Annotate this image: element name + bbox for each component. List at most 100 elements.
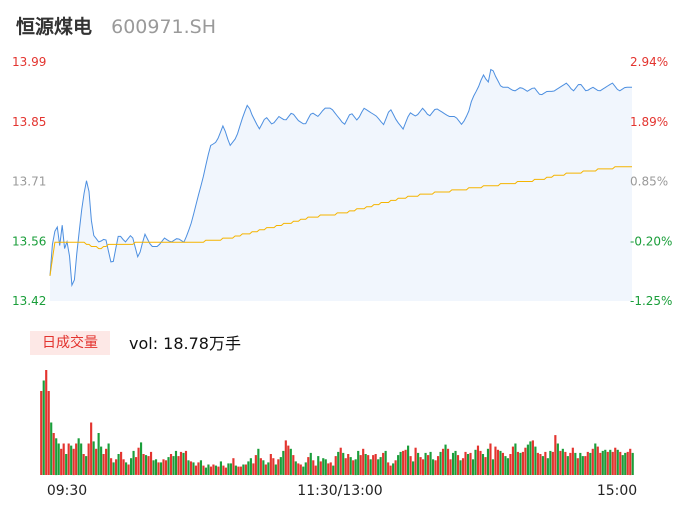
- volume-bar: [364, 454, 367, 475]
- volume-bar: [239, 466, 242, 475]
- volume-bar: [52, 433, 55, 475]
- volume-bar: [327, 463, 330, 475]
- volume-bar: [606, 451, 609, 475]
- volume-bar: [372, 455, 375, 475]
- volume-bar: [541, 456, 544, 475]
- time-tick-label: 11:30/13:00: [297, 483, 382, 499]
- volume-bar: [50, 422, 53, 475]
- volume-bar: [491, 459, 495, 476]
- volume-bar: [521, 451, 524, 475]
- volume-bar: [67, 443, 70, 475]
- time-tick-label: 15:00: [597, 483, 637, 499]
- volume-bar: [494, 446, 497, 475]
- volume-bar: [47, 391, 50, 475]
- volume-bar: [232, 458, 235, 475]
- price-tick-label: 13.56: [12, 234, 46, 248]
- volume-bar: [429, 451, 432, 475]
- volume-bar: [519, 452, 522, 475]
- price-tick-label: 13.42: [12, 294, 46, 308]
- volume-bar: [419, 457, 422, 475]
- volume-bar: [422, 459, 425, 476]
- volume-bar: [269, 454, 272, 475]
- volume-bar: [70, 445, 73, 475]
- volume-bar: [384, 450, 387, 475]
- volume-bar: [431, 459, 435, 476]
- volume-bar: [45, 370, 48, 475]
- volume-bar: [544, 451, 547, 475]
- volume-bar: [619, 451, 622, 475]
- volume-tab[interactable]: 日成交量: [30, 331, 110, 355]
- volume-bar: [174, 450, 178, 475]
- volume-bar: [451, 452, 455, 475]
- volume-bar: [534, 446, 537, 475]
- stock-code: 600971.SH: [111, 16, 217, 38]
- volume-bar: [569, 452, 572, 475]
- volume-bar: [347, 454, 350, 475]
- volume-bar: [397, 455, 400, 475]
- volume-bar: [471, 459, 475, 476]
- volume-bar: [299, 464, 302, 475]
- volume-bar: [556, 443, 559, 475]
- volume-bar: [571, 447, 574, 475]
- volume-bar: [489, 443, 492, 475]
- volume-bar: [412, 461, 415, 476]
- volume-bar: [252, 463, 255, 475]
- volume-bar: [382, 452, 385, 475]
- volume-bar: [242, 464, 245, 475]
- volume-bar: [297, 463, 300, 475]
- volume-bar: [152, 460, 155, 475]
- percent-tick-label: -1.25%: [630, 294, 672, 308]
- volume-bars: [40, 370, 634, 476]
- volume-bar: [277, 459, 280, 476]
- volume-bar: [629, 448, 632, 476]
- volume-bar: [554, 435, 557, 475]
- volume-bar: [387, 462, 390, 475]
- volume-bar: [272, 458, 275, 475]
- price-panel: [49, 68, 632, 301]
- volume-bar: [127, 464, 130, 475]
- volume-bar: [402, 450, 405, 475]
- volume-bar: [314, 465, 317, 475]
- volume-bar: [134, 457, 138, 475]
- volume-bar: [302, 466, 305, 475]
- volume-bar: [581, 456, 584, 475]
- volume-bar: [469, 452, 472, 475]
- volume-bar: [352, 460, 355, 475]
- price-tick-label: 13.85: [12, 115, 46, 129]
- volume-bar: [164, 460, 168, 475]
- volume-bar: [466, 454, 470, 475]
- average-price-line: [49, 166, 632, 276]
- volume-bar: [122, 459, 125, 476]
- volume-bar: [177, 456, 180, 475]
- volume-bar: [604, 449, 607, 475]
- volume-bar: [379, 457, 382, 475]
- volume-bar: [377, 459, 380, 476]
- volume-bar: [357, 450, 360, 475]
- volume-bar: [224, 467, 227, 475]
- volume-bar: [599, 452, 602, 475]
- volume-bar: [264, 464, 267, 475]
- volume-bar: [354, 459, 357, 476]
- volume-bar: [112, 462, 115, 475]
- volume-bar: [82, 454, 85, 475]
- volume-bar: [87, 443, 90, 475]
- time-tick-label: 09:30: [47, 483, 87, 499]
- volume-bar: [319, 461, 322, 476]
- volume-bar: [407, 445, 410, 475]
- volume-bar: [529, 441, 532, 475]
- volume-bar: [414, 447, 417, 475]
- volume-bar: [182, 452, 185, 475]
- volume-bar: [446, 448, 450, 476]
- volume-bar: [75, 443, 78, 475]
- volume-bar: [57, 443, 60, 475]
- volume-bar: [262, 460, 265, 475]
- volume-bar: [172, 456, 175, 475]
- volume-bar: [267, 462, 270, 475]
- volume-bar: [501, 452, 505, 475]
- price-tick-label: 13.71: [12, 175, 46, 189]
- volume-bar: [456, 455, 460, 475]
- volume-bar: [204, 467, 208, 475]
- volume-bar: [389, 465, 392, 475]
- volume-bar: [524, 447, 527, 475]
- volume-bar: [137, 447, 140, 475]
